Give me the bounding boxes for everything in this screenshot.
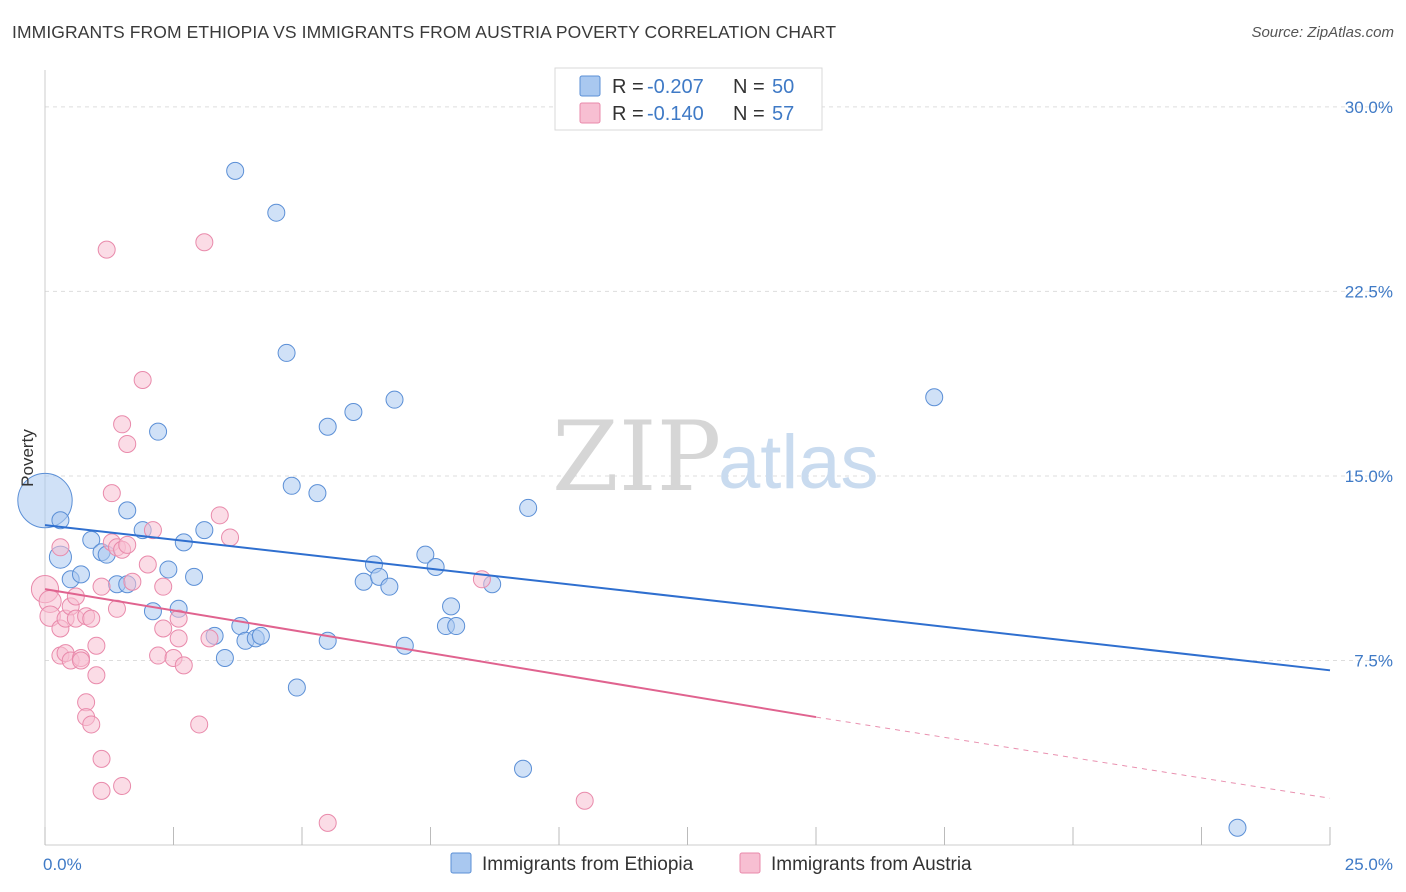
point-austria <box>92 781 111 800</box>
point-austria <box>92 577 111 596</box>
point-ethiopia <box>82 530 101 549</box>
point-austria <box>138 555 157 574</box>
point-austria <box>190 715 209 734</box>
series-legend-label-austria: Immigrants from Austria <box>771 854 972 875</box>
point-austria <box>92 749 111 768</box>
axes <box>44 70 1331 846</box>
legend-n-label-ethiopia: N = <box>733 76 765 98</box>
trend-line-austria-extrapolated <box>815 716 1331 799</box>
point-ethiopia <box>287 678 306 697</box>
trend-line-austria <box>44 588 817 719</box>
point-austria <box>118 535 137 554</box>
point-austria <box>118 434 137 453</box>
point-austria <box>113 415 132 434</box>
point-austria <box>66 587 85 606</box>
trend-line-ethiopia <box>44 524 1331 672</box>
point-ethiopia <box>344 402 363 421</box>
point-ethiopia <box>195 521 214 540</box>
point-ethiopia <box>416 545 435 564</box>
point-austria <box>174 656 193 675</box>
point-austria <box>169 629 188 648</box>
point-austria <box>71 651 90 670</box>
point-ethiopia <box>51 511 70 530</box>
point-austria <box>102 484 121 503</box>
y-tick-label: 7.5% <box>1354 651 1393 670</box>
point-ethiopia <box>395 636 414 655</box>
point-austria <box>149 646 168 665</box>
point-ethiopia <box>149 422 168 441</box>
point-austria <box>51 538 70 557</box>
point-austria <box>97 240 116 259</box>
x-tick-label: 0.0% <box>43 855 82 874</box>
series-legend-swatch-ethiopia <box>450 852 472 874</box>
chart-title: IMMIGRANTS FROM ETHIOPIA VS IMMIGRANTS F… <box>12 22 837 42</box>
legend-r-label-ethiopia: R = <box>612 76 644 98</box>
point-ethiopia <box>318 417 337 436</box>
legend-swatch-austria <box>579 102 601 124</box>
tick-labels: 7.5% 15.0% 22.5% 30.0% 0.0% 25.0% <box>43 98 1393 874</box>
legend-n-value-ethiopia: 50 <box>772 76 794 98</box>
y-tick-label: 22.5% <box>1345 282 1393 301</box>
point-ethiopia <box>1228 818 1247 837</box>
point-ethiopia <box>519 498 538 517</box>
y-tick-label: 30.0% <box>1345 98 1393 117</box>
point-austria <box>82 609 101 628</box>
point-austria <box>154 619 173 638</box>
legend-r-value-austria: -0.140 <box>647 103 704 125</box>
point-austria <box>169 609 188 628</box>
legend-swatch-ethiopia <box>579 75 601 97</box>
stats-legend: R = -0.207 N = 50 R = -0.140 N = 57 <box>554 67 823 131</box>
point-ethiopia <box>925 388 944 407</box>
point-ethiopia <box>426 557 445 576</box>
point-ethiopia <box>251 626 270 645</box>
point-ethiopia <box>442 597 461 616</box>
watermark-zip: ZIP <box>552 401 721 513</box>
point-ethiopia <box>354 572 373 591</box>
point-austria <box>143 521 162 540</box>
point-austria <box>221 528 240 547</box>
point-austria <box>113 776 132 795</box>
point-austria <box>200 629 219 648</box>
point-ethiopia <box>380 577 399 596</box>
series-legend-swatch-austria <box>739 852 761 874</box>
legend-r-value-ethiopia: -0.207 <box>647 76 704 98</box>
point-ethiopia <box>226 161 245 180</box>
point-ethiopia <box>277 343 296 362</box>
point-austria <box>87 666 106 685</box>
grid <box>45 106 1392 661</box>
y-axis-label: Poverty <box>18 429 37 487</box>
point-austria <box>210 506 229 525</box>
point-ethiopia <box>514 759 533 778</box>
point-ethiopia <box>282 476 301 495</box>
watermark-atlas: atlas <box>718 420 879 505</box>
point-ethiopia <box>159 560 178 579</box>
point-austria <box>154 577 173 596</box>
point-ethiopia <box>215 649 234 668</box>
point-austria <box>575 791 594 810</box>
point-ethiopia <box>385 390 404 409</box>
data-points <box>17 161 1247 837</box>
series-legend-label-ethiopia: Immigrants from Ethiopia <box>482 854 694 875</box>
point-ethiopia <box>185 567 204 586</box>
point-austria <box>195 233 214 252</box>
point-austria <box>82 715 101 734</box>
point-ethiopia <box>118 501 137 520</box>
point-ethiopia <box>447 617 466 636</box>
x-tick-label: 25.0% <box>1345 855 1393 874</box>
point-ethiopia <box>267 203 286 222</box>
legend-r-label-austria: R = <box>612 103 644 125</box>
legend-n-label-austria: N = <box>733 103 765 125</box>
point-austria <box>318 813 337 832</box>
point-ethiopia <box>308 484 327 503</box>
y-tick-label: 15.0% <box>1345 467 1393 486</box>
point-austria <box>133 371 152 389</box>
point-ethiopia <box>71 565 90 584</box>
trend-lines <box>44 524 1331 799</box>
source-credit: Source: ZipAtlas.com <box>1251 24 1394 41</box>
legend-n-value-austria: 57 <box>772 103 794 125</box>
point-austria <box>123 572 142 591</box>
series-legend: Immigrants from Ethiopia Immigrants from… <box>450 852 972 875</box>
point-austria <box>87 636 106 655</box>
